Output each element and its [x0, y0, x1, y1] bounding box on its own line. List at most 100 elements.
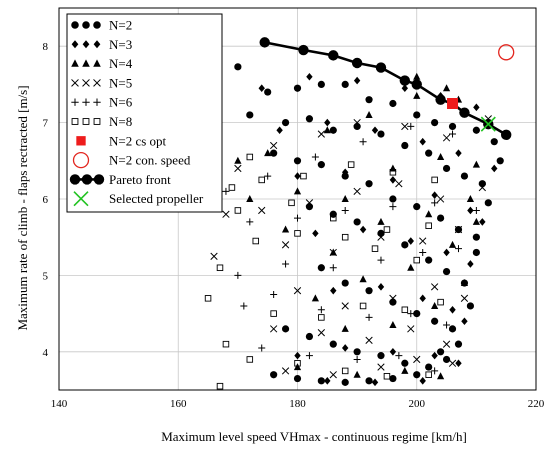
data-point [341, 80, 349, 88]
data-point [413, 111, 421, 119]
data-point [234, 271, 242, 279]
data-point [425, 149, 433, 157]
data-point [413, 371, 421, 379]
data-point [329, 340, 337, 348]
data-point [377, 283, 385, 291]
legend-marker [93, 174, 105, 185]
y-tick-label: 5 [43, 270, 49, 282]
data-point [347, 161, 355, 168]
data-point [222, 340, 230, 348]
data-point [478, 180, 486, 188]
data-point [399, 75, 411, 86]
legend-entry-n-4: N=4 [71, 56, 133, 71]
data-point [437, 348, 445, 356]
data-point [413, 256, 421, 264]
data-point [413, 355, 421, 364]
data-point [413, 310, 421, 318]
data-point [425, 363, 433, 371]
data-point [298, 44, 309, 56]
data-point [294, 351, 301, 360]
legend-marker [76, 136, 86, 146]
legend-marker [82, 40, 90, 49]
data-point [305, 115, 314, 123]
data-point [467, 206, 474, 215]
data-point [419, 237, 427, 245]
data-point [317, 306, 325, 314]
data-point [300, 172, 307, 180]
legend-entry-pareto-front: Pareto front [69, 172, 171, 187]
data-point [442, 267, 451, 276]
legend-marker [93, 98, 101, 106]
data-point [407, 310, 415, 318]
legend-marker [71, 118, 79, 125]
data-point [293, 374, 302, 383]
data-point [270, 149, 278, 157]
data-point [377, 217, 385, 225]
data-point [365, 377, 373, 385]
data-point [436, 195, 445, 203]
legend-marker [82, 21, 90, 29]
series-n-3 [258, 72, 498, 387]
series-selected-propeller [480, 116, 496, 132]
data-point [324, 118, 331, 127]
data-point [419, 377, 426, 385]
x-tick-label: 220 [528, 398, 545, 410]
data-point [204, 295, 212, 302]
data-point [258, 84, 265, 93]
data-point [317, 264, 325, 272]
data-point [455, 359, 462, 368]
data-point [401, 141, 409, 150]
data-point [460, 172, 469, 180]
data-point [389, 203, 397, 211]
data-point [437, 372, 445, 380]
data-point [246, 195, 254, 202]
data-point [401, 366, 409, 374]
data-point [228, 184, 236, 191]
legend-entry-n-6: N=6 [71, 95, 133, 110]
data-point [329, 248, 337, 256]
data-point [371, 378, 379, 387]
data-point [454, 245, 462, 253]
data-point [425, 222, 432, 229]
data-point [389, 195, 397, 203]
data-point [430, 283, 439, 291]
data-point [479, 218, 486, 226]
legend-label: N=3 [109, 37, 132, 52]
data-point [341, 195, 349, 202]
data-point [342, 344, 349, 352]
y-tick-label: 8 [43, 41, 49, 53]
data-point [371, 245, 379, 252]
data-point [466, 195, 475, 202]
data-point [305, 203, 314, 211]
data-point [293, 287, 302, 295]
data-point [431, 176, 438, 184]
legend-label: Pareto front [109, 172, 171, 187]
data-point [269, 141, 278, 150]
legend-label: N=6 [109, 95, 133, 110]
data-point [281, 241, 290, 249]
data-point [293, 363, 302, 371]
data-point [413, 72, 421, 80]
data-point [466, 302, 475, 310]
data-point [442, 134, 451, 142]
series-n-5 [210, 115, 492, 379]
data-point [258, 176, 265, 184]
data-point [460, 294, 469, 302]
data-point [472, 206, 480, 214]
data-point [270, 310, 277, 317]
data-point [431, 301, 439, 309]
data-point [375, 62, 387, 73]
data-point [419, 248, 427, 256]
legend-marker [71, 21, 79, 29]
data-point [377, 352, 385, 360]
data-point [407, 122, 415, 130]
data-point [270, 291, 278, 298]
series-n-8 [204, 153, 444, 390]
data-point [413, 91, 421, 99]
legend: N=2 N=3 N=4 N=5 N=6 N=8 N=2 cs opt N=2 con. spe… [66, 13, 223, 213]
data-point [353, 187, 361, 196]
legend-marker [93, 59, 101, 67]
data-point [437, 152, 445, 160]
data-point [281, 367, 290, 375]
data-point [259, 37, 270, 48]
